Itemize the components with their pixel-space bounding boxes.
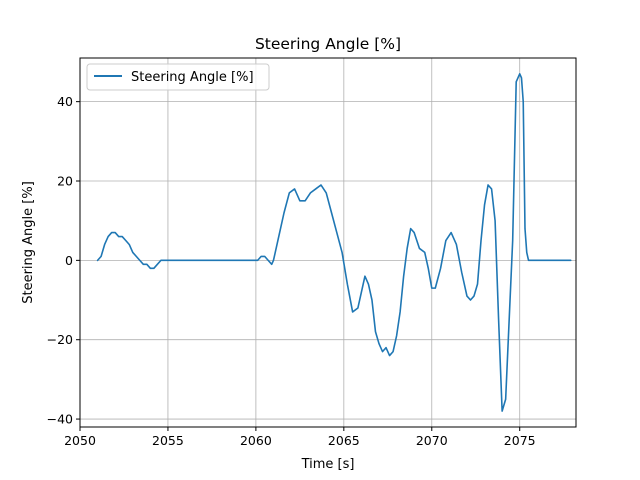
y-axis: −40 −20 0 20 40 xyxy=(47,94,80,427)
y-axis-title: Steering Angle [%] xyxy=(21,181,36,304)
y-tick-label: 0 xyxy=(65,253,73,268)
y-tick-label: −40 xyxy=(47,412,73,427)
chart-title: Steering Angle [%] xyxy=(255,35,401,53)
x-axis-title: Time [s] xyxy=(301,457,355,472)
x-tick-label: 2055 xyxy=(152,433,184,448)
x-tick-label: 2075 xyxy=(504,433,536,448)
plot-frame xyxy=(79,57,577,428)
x-axis: 2050 2055 2060 2065 2070 2075 xyxy=(64,427,536,448)
series-lines xyxy=(96,73,572,412)
x-tick-label: 2065 xyxy=(328,433,360,448)
x-tick-label: 2070 xyxy=(416,433,448,448)
x-tick-label: 2050 xyxy=(64,433,96,448)
y-tick-label: 40 xyxy=(57,94,73,109)
legend: Steering Angle [%] xyxy=(86,63,270,91)
legend-label: Steering Angle [%] xyxy=(131,70,254,85)
series-line xyxy=(96,73,572,412)
plot-area xyxy=(80,58,576,427)
y-tick-label: −20 xyxy=(47,332,73,347)
x-tick-label: 2060 xyxy=(240,433,272,448)
y-tick-label: 20 xyxy=(57,174,73,189)
legend-box xyxy=(86,63,270,91)
